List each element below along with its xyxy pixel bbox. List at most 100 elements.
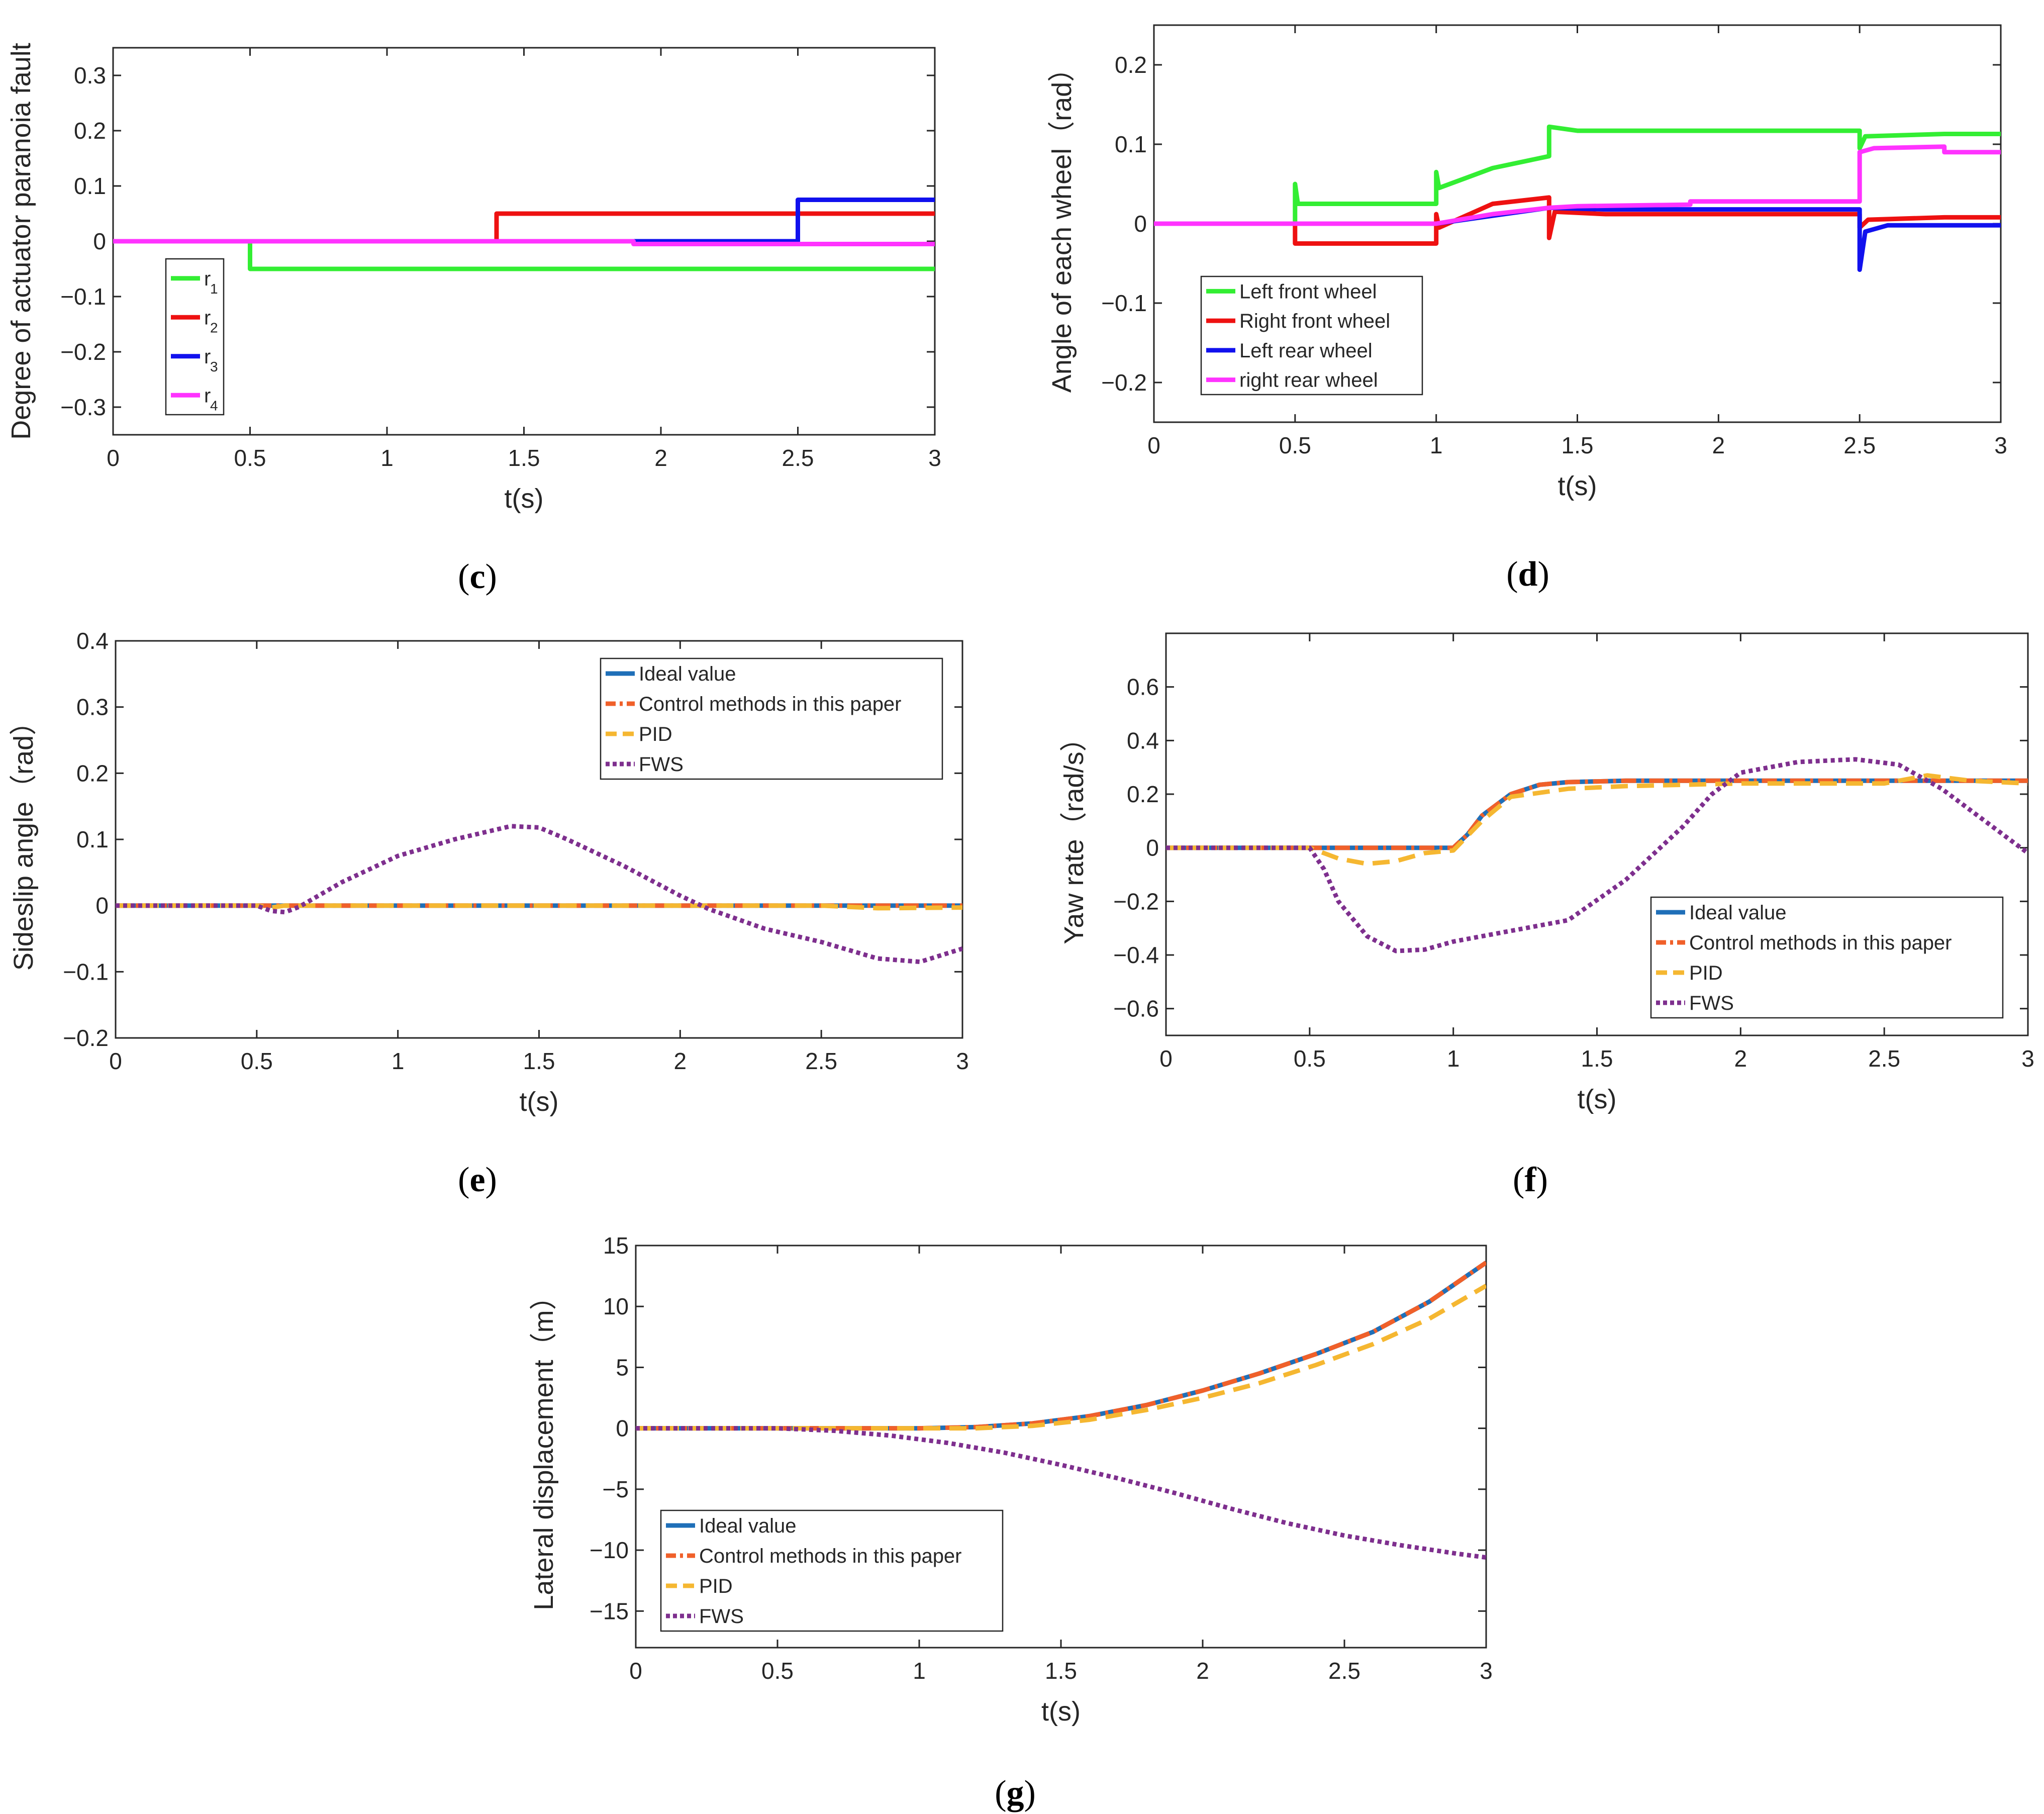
legend-label: r	[204, 307, 211, 329]
y-tick-label: −0.2	[63, 1025, 109, 1051]
x-tick-label: 0	[629, 1658, 642, 1684]
x-tick-label: 2	[1196, 1658, 1209, 1684]
chart-e: 0 0.5 1 1.5 2 2.5 3 −0.2 −0.1 0 0.1 0.2 0.3 0.4 t(s) Si…	[9, 628, 969, 1199]
y-tick-label: 0.2	[1127, 781, 1159, 807]
x-tick-label: 0.5	[761, 1658, 794, 1684]
series-group	[1154, 124, 2001, 272]
y-axis-label: Yaw rate（rad/s）	[1059, 724, 1089, 944]
y-tick-label: −10	[590, 1537, 629, 1563]
y-tick-label: 15	[603, 1232, 629, 1259]
legend: Left front wheel Right front wheel Left re…	[1200, 275, 1423, 396]
panel-caption-letter: f	[1524, 1161, 1536, 1199]
y-tick-label: 0.1	[74, 173, 106, 199]
y-axis-label: Degree of actuator paranoia fault	[6, 43, 36, 440]
x-tick-label: 2.5	[805, 1048, 837, 1074]
legend-label: PID	[639, 723, 672, 745]
y-axis-label: Angle of each wheel（rad）	[1047, 55, 1077, 393]
y-tick-label: −15	[590, 1598, 629, 1624]
panel-caption-letter: e	[469, 1161, 485, 1199]
x-tick-label: 0	[109, 1048, 122, 1074]
y-tick-label: 0	[95, 893, 109, 919]
x-tick-label: 3	[1480, 1658, 1493, 1684]
series-line-pid	[1166, 773, 2028, 867]
y-tick-label: 10	[603, 1293, 629, 1319]
legend-label: Ideal value	[639, 663, 736, 685]
legend-subscript: 3	[210, 359, 218, 374]
chart-g: 0 0.5 1 1.5 2 2.5 3 −15 −10 −5 0 5 10 15 t(s) Lateral d…	[529, 1232, 1493, 1812]
y-tick-label: 0.6	[1127, 674, 1159, 700]
legend-box	[1200, 275, 1423, 396]
y-tick-label: −0.2	[60, 339, 106, 365]
legend-box	[1650, 896, 2004, 1019]
x-tick-label: 0.5	[1294, 1045, 1326, 1072]
x-axis-label: t(s)	[1558, 471, 1597, 501]
y-tick-label: 5	[616, 1354, 629, 1380]
series-line-right-rear-wheel	[1154, 144, 2001, 226]
legend-label: Control methods in this paper	[699, 1545, 962, 1567]
x-tick-label: 1	[392, 1048, 405, 1074]
x-tick-label: 2	[674, 1048, 687, 1074]
x-tick-label: 0.5	[241, 1048, 273, 1074]
series-group	[113, 198, 935, 271]
legend: Ideal value Control methods in this paper…	[600, 657, 943, 780]
x-tick-label: 1.5	[1562, 432, 1594, 458]
legend-subscript: 4	[210, 398, 218, 413]
panel-caption-letter: g	[1007, 1774, 1024, 1812]
panel-caption: (g)	[995, 1774, 1036, 1812]
series-line-fws	[1166, 757, 2028, 953]
legend-label: Left rear wheel	[1239, 340, 1373, 362]
legend-label: r	[204, 268, 211, 290]
legend-subscript: 2	[210, 320, 218, 335]
y-tick-label: −0.1	[63, 959, 109, 985]
legend-box	[165, 258, 225, 416]
y-tick-label: 0.3	[76, 694, 109, 720]
series-line-r4	[113, 239, 935, 246]
x-tick-label: 1	[1447, 1045, 1460, 1072]
x-tick-label: 1.5	[1581, 1045, 1613, 1072]
x-tick-label: 2.5	[1328, 1658, 1360, 1684]
series-line-fws	[116, 824, 962, 965]
chart-c: 0 0.5 1 1.5 2 2.5 3 −0.3 −0.2 −0.1 0 0.1 0.2 0.3 t(s) D…	[6, 43, 941, 596]
chart-f: 0 0.5 1 1.5 2 2.5 3 −0.6 −0.4 −0.2 0 0.2 0.4 0.6 t(s) Y…	[1059, 632, 2034, 1199]
panel-caption: (f)	[1513, 1161, 1548, 1199]
x-tick-label: 3	[1994, 432, 2007, 458]
x-tick-label: 0.5	[1279, 432, 1311, 458]
y-tick-label: −5	[603, 1476, 629, 1502]
x-tick-label: 1.5	[523, 1048, 555, 1074]
y-tick-label: −0.1	[60, 283, 106, 310]
y-axis-label: Lateral displacement（m）	[529, 1283, 559, 1610]
series-group	[636, 1261, 1486, 1560]
legend-label: Left front wheel	[1239, 280, 1377, 303]
x-axis-label: t(s)	[505, 484, 544, 514]
panel-caption-letter: c	[469, 557, 485, 596]
y-tick-label: 0.1	[1115, 131, 1147, 157]
x-tick-label: 2.5	[1843, 432, 1876, 458]
legend-label: FWS	[639, 753, 684, 776]
legend-label: PID	[699, 1575, 733, 1597]
panel-caption: (c)	[458, 557, 497, 596]
series-group	[1166, 757, 2028, 953]
legend-box	[660, 1509, 1004, 1632]
y-tick-label: 0.3	[74, 62, 106, 88]
x-tick-label: 1	[380, 445, 394, 471]
x-tick-label: 1	[1430, 432, 1443, 458]
legend-label: Control methods in this paper	[1689, 932, 1952, 954]
y-tick-label: 0.4	[76, 628, 109, 654]
x-tick-label: 2	[1734, 1045, 1747, 1072]
series-line-fws	[636, 1426, 1486, 1560]
y-tick-label: 0.4	[1127, 727, 1159, 753]
x-axis-label: t(s)	[1578, 1084, 1617, 1114]
y-tick-label: −0.1	[1101, 290, 1147, 316]
series-line-pid	[116, 903, 962, 911]
legend-label: right rear wheel	[1239, 369, 1378, 392]
x-tick-label: 3	[956, 1048, 969, 1074]
y-tick-label: 0	[1146, 835, 1159, 861]
y-tick-label: −0.4	[1113, 942, 1159, 968]
legend-label: Control methods in this paper	[639, 693, 902, 715]
y-axis-label: Sideslip angle（rad）	[9, 708, 39, 971]
y-tick-label: −0.2	[1101, 369, 1147, 396]
y-tick-label: −0.3	[60, 394, 106, 420]
x-tick-label: 2	[654, 445, 667, 471]
